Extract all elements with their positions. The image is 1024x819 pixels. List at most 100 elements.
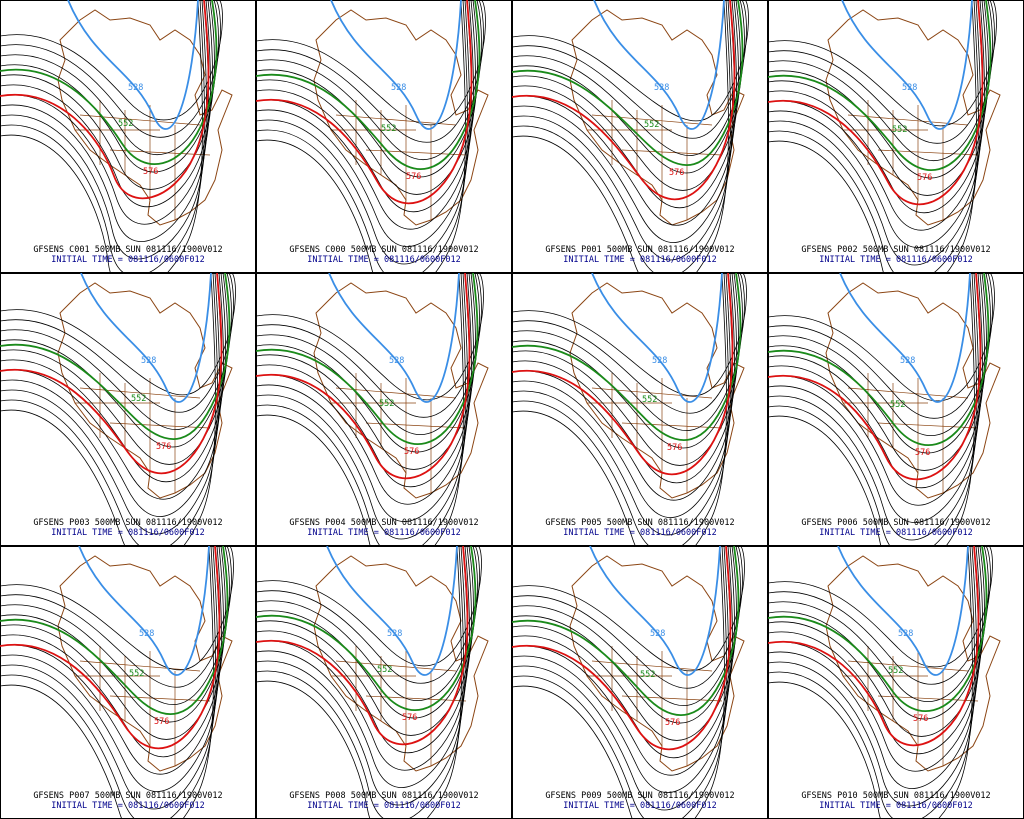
height-contour xyxy=(768,273,991,437)
contour-576 xyxy=(0,273,223,475)
panel-title: GFSENS P002 500MB SUN 081116/1900V012 xyxy=(801,245,990,255)
height-contour xyxy=(256,0,484,143)
contour-528 xyxy=(591,273,723,403)
height-contour xyxy=(0,273,228,465)
height-contour xyxy=(0,273,232,431)
contour-576 xyxy=(0,546,221,750)
height-contour xyxy=(256,0,482,161)
height-contour xyxy=(256,0,478,195)
height-contour xyxy=(256,0,486,126)
height-contour xyxy=(512,273,743,432)
forecast-panel: 528 552 576 GFSENS C001 500MB SUN 081116/19… xyxy=(0,0,256,273)
height-contour xyxy=(768,546,991,685)
contour-576 xyxy=(512,0,736,201)
contour-label: 552 xyxy=(118,119,133,129)
contour-label: 576 xyxy=(665,718,680,728)
contour-552 xyxy=(768,546,988,713)
contour-576 xyxy=(768,273,982,481)
panel-border xyxy=(256,273,512,546)
height-contour xyxy=(0,546,222,775)
contour-label: 528 xyxy=(900,356,915,366)
forecast-panel: 528 552 576 GFSENS P008 500MB SUN 081116/19… xyxy=(256,546,512,819)
contour-552 xyxy=(512,0,744,167)
state-borders xyxy=(75,100,211,220)
height-contour xyxy=(512,273,747,397)
forecast-panel: 528 552 576 GFSENS P007 500MB SUN 081116/19… xyxy=(0,546,256,819)
contour-label: 552 xyxy=(644,120,659,130)
panel-border xyxy=(512,273,768,546)
panel-title: GFSENS P004 500MB SUN 081116/1900V012 xyxy=(289,518,478,528)
forecast-panel: 528 552 576 GFSENS P005 500MB SUN 081116/19… xyxy=(512,273,768,546)
contour-label: 576 xyxy=(667,443,682,453)
panel-title: GFSENS P003 500MB SUN 081116/1900V012 xyxy=(33,518,222,528)
contour-label: 552 xyxy=(890,400,905,410)
contour-528 xyxy=(839,273,971,403)
forecast-panel: 528 552 576 GFSENS P003 500MB SUN 081116/19… xyxy=(0,273,256,546)
height-contour xyxy=(256,546,470,771)
contour-label: 528 xyxy=(387,629,402,639)
contour-label: 552 xyxy=(642,395,657,405)
height-contour xyxy=(512,0,735,243)
coastline xyxy=(57,555,233,772)
contour-label: 528 xyxy=(898,629,913,639)
height-contour xyxy=(512,546,743,689)
height-contour xyxy=(512,273,735,501)
contour-576 xyxy=(256,0,473,205)
height-contour xyxy=(768,273,985,489)
height-contour xyxy=(0,546,230,706)
contour-label: 528 xyxy=(650,629,665,639)
panel-title: GFSENS P010 500MB SUN 081116/1900V012 xyxy=(801,791,990,801)
panel-subtitle: INITIAL TIME = 081116/0600F012 xyxy=(51,528,205,538)
height-contour xyxy=(512,546,735,759)
contour-label: 576 xyxy=(154,717,169,727)
contour-552 xyxy=(0,0,218,166)
forecast-panel: 528 552 576 GFSENS P010 500MB SUN 081116/19… xyxy=(768,546,1024,819)
contour-label: 528 xyxy=(652,356,667,366)
panel-subtitle: INITIAL TIME = 081116/0600F012 xyxy=(563,801,717,811)
state-borders xyxy=(75,646,211,766)
contour-576 xyxy=(768,0,984,206)
forecast-panel: 528 552 576 GFSENS P001 500MB SUN 081116/19… xyxy=(512,0,768,273)
height-contour xyxy=(768,546,989,703)
height-contour xyxy=(768,0,995,144)
height-contour xyxy=(0,0,211,225)
panel-subtitle: INITIAL TIME = 081116/0600F012 xyxy=(819,801,973,811)
height-contour xyxy=(0,546,226,740)
height-contour xyxy=(256,273,484,401)
contour-552 xyxy=(768,273,990,447)
contour-552 xyxy=(256,546,477,712)
panel-subtitle: INITIAL TIME = 081116/0600F012 xyxy=(307,528,461,538)
panel-subtitle: INITIAL TIME = 081116/0600F012 xyxy=(307,801,461,811)
height-contour xyxy=(0,0,215,190)
coastline xyxy=(57,9,233,226)
contour-label: 576 xyxy=(917,173,932,183)
contour-528 xyxy=(841,0,973,130)
coastline xyxy=(825,9,1001,226)
contour-label: 552 xyxy=(129,669,144,679)
contour-552 xyxy=(0,546,229,716)
height-contour xyxy=(768,0,989,196)
state-borders xyxy=(331,373,467,493)
state-borders xyxy=(843,646,979,766)
panel-subtitle: INITIAL TIME = 081116/0600F012 xyxy=(307,255,461,265)
contour-528 xyxy=(326,546,458,676)
contour-576 xyxy=(512,273,734,476)
height-contour xyxy=(512,273,737,484)
height-contour xyxy=(256,0,474,230)
contour-label: 528 xyxy=(139,629,154,639)
contour-label: 528 xyxy=(389,356,404,366)
height-contour xyxy=(768,0,985,231)
contour-label: 576 xyxy=(156,442,171,452)
height-contour xyxy=(512,546,733,776)
height-contour xyxy=(0,273,226,483)
height-contour xyxy=(512,546,737,741)
contour-label: 552 xyxy=(379,399,394,409)
contour-528 xyxy=(67,0,199,130)
height-contour xyxy=(256,546,474,736)
height-contour xyxy=(512,0,749,122)
height-contour xyxy=(256,273,476,470)
forecast-panel: 528 552 576 GFSENS P002 500MB SUN 081116/19… xyxy=(768,0,1024,273)
contour-label: 576 xyxy=(404,447,419,457)
panel-subtitle: INITIAL TIME = 081116/0600F012 xyxy=(563,528,717,538)
panel-title: GFSENS P007 500MB SUN 081116/1900V012 xyxy=(33,791,222,801)
